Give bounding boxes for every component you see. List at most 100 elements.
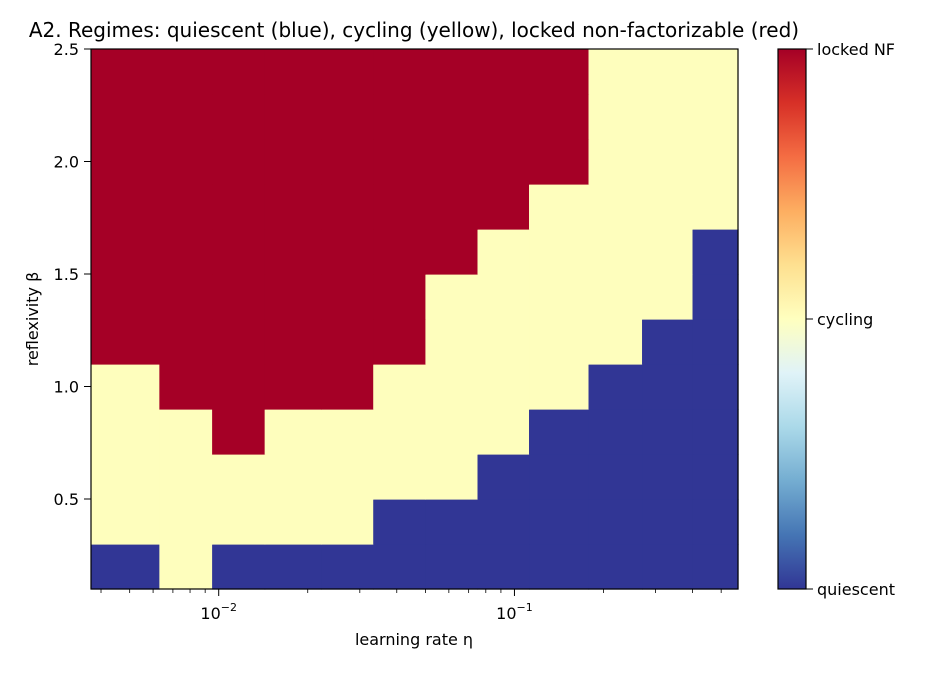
heatmap-cell — [264, 49, 322, 95]
heatmap-cell — [91, 499, 160, 545]
heatmap-cell — [321, 364, 374, 410]
heatmap-cell — [588, 544, 643, 590]
heatmap-cell — [264, 94, 322, 140]
heatmap-cell — [321, 94, 374, 140]
heatmap-cell — [91, 544, 160, 590]
heatmap-cell — [212, 184, 266, 230]
heatmap-cell — [529, 454, 590, 500]
heatmap-cell — [529, 274, 590, 320]
heatmap-cell — [321, 229, 374, 275]
heatmap-cell — [373, 454, 427, 500]
heatmap-cell — [159, 49, 213, 95]
heatmap-cell — [91, 454, 160, 500]
heatmap-cell — [642, 49, 694, 95]
x-axis: 10−2 10−1 — [100, 589, 722, 623]
heatmap-cells — [91, 49, 739, 590]
x-tick-label: 10−1 — [496, 601, 533, 623]
heatmap-cell — [321, 544, 374, 590]
heatmap-cell — [159, 319, 213, 365]
heatmap-cell — [159, 544, 213, 590]
heatmap-cell — [425, 499, 479, 545]
heatmap-cell — [159, 274, 213, 320]
heatmap-cell — [588, 49, 643, 95]
y-tick-label: 1.0 — [54, 378, 79, 397]
heatmap-cell — [212, 319, 266, 365]
heatmap-cell — [264, 409, 322, 455]
heatmap-cell — [91, 139, 160, 185]
heatmap-cell — [321, 319, 374, 365]
heatmap-cell — [529, 544, 590, 590]
heatmap-cell — [264, 499, 322, 545]
heatmap-cell — [588, 94, 643, 140]
heatmap-cell — [321, 274, 374, 320]
heatmap-cell — [529, 139, 590, 185]
heatmap-cell — [588, 454, 643, 500]
heatmap-cell — [477, 229, 530, 275]
heatmap-cell — [642, 409, 694, 455]
heatmap-cell — [477, 364, 530, 410]
heatmap-cell — [692, 409, 739, 455]
heatmap-cell — [91, 184, 160, 230]
heatmap-cell — [264, 139, 322, 185]
heatmap-cell — [321, 49, 374, 95]
heatmap-cell — [588, 499, 643, 545]
heatmap-cell — [529, 49, 590, 95]
y-tick-label: 1.5 — [54, 265, 79, 284]
heatmap-cell — [212, 364, 266, 410]
heatmap-cell — [264, 229, 322, 275]
heatmap-cell — [477, 319, 530, 365]
heatmap-cell — [529, 229, 590, 275]
heatmap-cell — [91, 49, 160, 95]
heatmap-cell — [159, 364, 213, 410]
heatmap-cell — [212, 274, 266, 320]
heatmap-cell — [692, 184, 739, 230]
heatmap-cell — [91, 274, 160, 320]
heatmap-cell — [425, 544, 479, 590]
heatmap-cell — [264, 364, 322, 410]
heatmap-cell — [477, 49, 530, 95]
chart-title: A2. Regimes: quiescent (blue), cycling (… — [29, 18, 799, 42]
heatmap-cell — [692, 364, 739, 410]
heatmap-cell — [373, 499, 427, 545]
heatmap-cell — [321, 184, 374, 230]
heatmap-cell — [373, 94, 427, 140]
colorbar-tick-label: quiescent — [817, 580, 895, 599]
heatmap-cell — [588, 139, 643, 185]
heatmap-cell — [159, 139, 213, 185]
heatmap-cell — [477, 409, 530, 455]
heatmap-cell — [373, 184, 427, 230]
heatmap-cell — [159, 409, 213, 455]
y-axis: 0.5 1.0 1.5 2.0 2.5 — [54, 40, 91, 509]
heatmap-cell — [373, 319, 427, 365]
heatmap-cell — [425, 229, 479, 275]
heatmap-cell — [373, 544, 427, 590]
heatmap-cell — [425, 319, 479, 365]
heatmap-cell — [477, 544, 530, 590]
heatmap-cell — [692, 229, 739, 275]
heatmap-cell — [212, 94, 266, 140]
heatmap-cell — [373, 364, 427, 410]
heatmap-cell — [692, 94, 739, 140]
heatmap-cell — [91, 94, 160, 140]
heatmap-cell — [373, 409, 427, 455]
heatmap-cell — [425, 274, 479, 320]
heatmap-cell — [159, 229, 213, 275]
y-tick-label: 0.5 — [54, 490, 79, 509]
heatmap-cell — [264, 184, 322, 230]
heatmap-cell — [692, 274, 739, 320]
heatmap-cell — [212, 454, 266, 500]
heatmap-cell — [212, 409, 266, 455]
heatmap-cell — [642, 319, 694, 365]
heatmap-cell — [159, 94, 213, 140]
heatmap-cell — [588, 319, 643, 365]
heatmap-cell — [529, 184, 590, 230]
heatmap-cell — [264, 454, 322, 500]
heatmap-cell — [264, 544, 322, 590]
heatmap-cell — [212, 139, 266, 185]
colorbar-tick-label: locked NF — [817, 40, 895, 59]
heatmap-cell — [264, 319, 322, 365]
heatmap-cell — [642, 139, 694, 185]
heatmap-cell — [91, 319, 160, 365]
y-tick-label: 2.5 — [54, 40, 79, 59]
